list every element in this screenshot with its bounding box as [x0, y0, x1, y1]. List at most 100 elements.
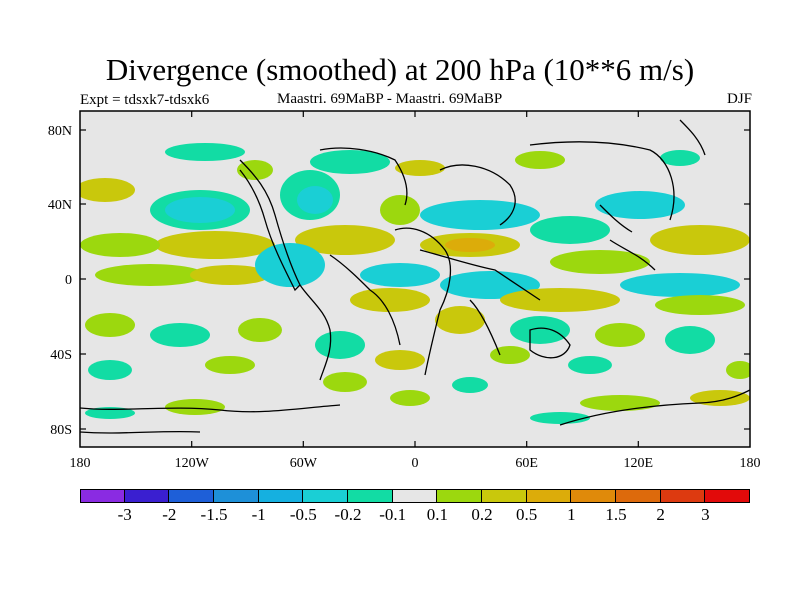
contour-patch: [315, 331, 365, 359]
lat-label-40s: 40S: [50, 348, 72, 363]
coastline: [80, 404, 341, 413]
coastline: [529, 327, 571, 359]
colorbar-label: -0.2: [334, 505, 362, 524]
lon-label-60w: 60W: [290, 456, 318, 471]
contour-patch: [350, 288, 430, 312]
contour-patch: [80, 178, 135, 202]
contour-patch: [490, 346, 530, 364]
colorbar-swatch: [571, 489, 617, 503]
contour-patch: [88, 360, 132, 380]
contour-patch: [690, 390, 750, 406]
plot-title: Divergence (smoothed) at 200 hPa (10**6 …: [105, 52, 695, 87]
contour-patch: [726, 361, 750, 379]
coastline: [609, 239, 656, 271]
colorbar-swatch: [214, 489, 259, 503]
colorbar-label: -3: [117, 505, 132, 524]
coastline: [80, 430, 201, 434]
contour-patch: [375, 350, 425, 370]
contour-patch: [85, 407, 135, 419]
lon-label-120w: 120W: [175, 456, 210, 471]
colorbar-swatch: [258, 489, 304, 503]
colorbar-label: 3: [701, 505, 710, 524]
contour-patch: [360, 263, 440, 287]
colorbar-swatch: [124, 489, 170, 503]
contour-patch: [665, 326, 715, 354]
contour-patch: [435, 306, 485, 334]
colorbar-swatch: [348, 489, 393, 503]
colorbar-swatch: [80, 489, 125, 503]
contour-patch: [155, 231, 275, 259]
coastline: [329, 254, 401, 346]
contour-patch: [530, 216, 610, 244]
contour-patch: [445, 238, 495, 252]
contour-patch: [150, 323, 210, 347]
contour-patch: [80, 233, 160, 257]
contour-patch: [655, 295, 745, 315]
colorbar-swatch: [616, 489, 661, 503]
coastline: [529, 141, 675, 221]
colorbar-swatch: [482, 489, 527, 503]
contour-patch: [595, 191, 685, 219]
contour-patch: [165, 399, 225, 415]
colorbar-swatch: [660, 489, 706, 503]
season-label: DJF: [726, 91, 752, 107]
contour-patch: [323, 372, 367, 392]
colorbar-label: -2: [162, 505, 177, 524]
coastline: [394, 227, 452, 376]
colorbar-label: 1: [567, 505, 576, 524]
colorbar-label: 0.2: [471, 505, 493, 524]
contour-patch: [237, 160, 273, 180]
colorbar-label: 0.5: [516, 505, 538, 524]
coastline: [679, 119, 706, 156]
contour-patch: [440, 271, 540, 299]
contour-patch: [255, 243, 325, 287]
lat-label-40n: 40N: [48, 198, 72, 213]
colorbar-label: -1: [251, 505, 266, 524]
contour-patch: [620, 273, 740, 297]
lon-label-0: 0: [412, 456, 419, 471]
colorbar-swatch: [303, 489, 349, 503]
contour-patch: [420, 200, 540, 230]
contour-patch: [95, 264, 205, 286]
contour-patch: [85, 313, 135, 337]
contour-patch: [452, 377, 488, 393]
contour-patch: [190, 265, 270, 285]
contour-patch: [165, 143, 245, 161]
lon-label-180w: 180: [70, 456, 91, 471]
contour-patch: [297, 186, 333, 214]
colorbar-label: 2: [656, 505, 665, 524]
lon-label-60e: 60E: [515, 456, 538, 471]
coastline: [299, 284, 332, 381]
coastline: [439, 164, 516, 226]
period-label: Maastri. 69MaBP - Maastri. 69MaBP: [277, 91, 503, 107]
contour-patch: [380, 195, 420, 225]
contour-patch: [390, 390, 430, 406]
contour-patch: [238, 318, 282, 342]
colorbar-label: 0.1: [426, 505, 448, 524]
coastline: [599, 204, 633, 233]
colorbar-label: 1.5: [605, 505, 627, 524]
contour-patch: [395, 160, 445, 176]
experiment-label: Expt = tdsxk7-tdsxk6: [80, 92, 210, 108]
colorbar-swatch: [526, 489, 572, 503]
lon-label-120e: 120E: [624, 456, 654, 471]
lat-label-80s: 80S: [50, 423, 72, 438]
colorbar-swatch: [437, 489, 483, 503]
contour-patch: [205, 356, 255, 374]
colorbar-swatch: [392, 489, 438, 503]
lat-label-80n: 80N: [48, 124, 72, 139]
contour-patch: [510, 316, 570, 344]
colorbar-swatch: [705, 489, 751, 503]
coastline: [469, 299, 501, 356]
tick-marks: [80, 111, 750, 447]
colorbar-label: -0.1: [379, 505, 407, 524]
contour-patch: [580, 395, 660, 411]
contour-patch: [310, 150, 390, 174]
contour-patch: [595, 323, 645, 347]
lat-label-0: 0: [65, 273, 72, 288]
contour-patch: [530, 412, 590, 424]
colorbar: [80, 489, 751, 503]
coastline: [319, 147, 408, 206]
colorbar-label: -0.5: [289, 505, 317, 524]
